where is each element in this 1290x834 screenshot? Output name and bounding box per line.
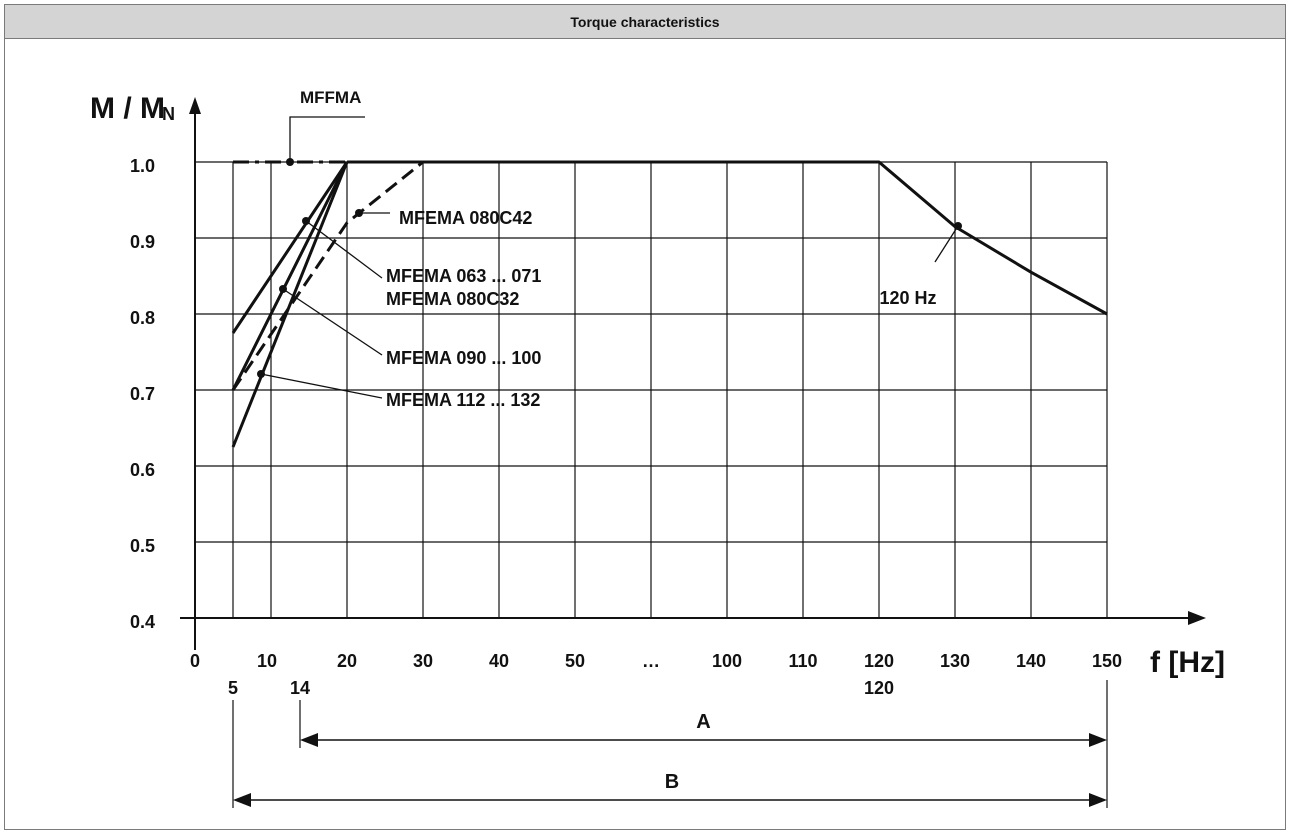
x-tick-label: 110 [788, 651, 817, 671]
x-tick-label: 50 [565, 651, 585, 671]
range-label-A: A [696, 711, 710, 733]
x-tick-label: 10 [257, 651, 277, 671]
leader-line [934, 225, 959, 263]
x-marker-label: 120 [864, 678, 894, 698]
y-axis-arrow [189, 97, 201, 114]
annotation-mfema-090-100: MFEMA 090 ... 100 [386, 348, 541, 368]
leader-line [305, 220, 383, 279]
y-axis-title-subscript: N [162, 104, 175, 124]
dimension-arrow-right [1089, 793, 1107, 807]
x-axis-arrow [1188, 611, 1206, 625]
x-tick-label: 130 [940, 651, 970, 671]
leader-line [282, 288, 383, 356]
x-tick-label: … [642, 651, 660, 671]
y-tick-label: 0.7 [130, 384, 155, 404]
series-line-1 [231, 160, 424, 391]
x-tick-label: 100 [712, 651, 742, 671]
x-tick-label: 0 [190, 651, 200, 671]
annotation-mffma: MFFMA [300, 88, 361, 107]
x-tick-label: 40 [489, 651, 509, 671]
x-tick-label: 120 [864, 651, 894, 671]
x-axis-title: f [Hz] [1150, 646, 1225, 679]
dimension-arrow-left [300, 733, 318, 747]
panel-title: Torque characteristics [5, 5, 1285, 39]
y-tick-label: 0.8 [130, 308, 155, 328]
annotation-mfema-080c32: MFEMA 080C32 [386, 289, 519, 309]
y-axis-title: M / M [90, 92, 165, 125]
y-tick-label: 0.4 [130, 612, 155, 632]
leader-line [260, 373, 383, 399]
annotation-mfema-080c42: MFEMA 080C42 [399, 208, 532, 228]
series-line-4 [231, 161, 349, 448]
series-line-2 [231, 161, 349, 334]
annotation-mfema-063-071: MFEMA 063 ... 071 [386, 266, 541, 286]
chart-panel: Torque characteristics [4, 4, 1286, 830]
x-tick-label: 140 [1016, 651, 1046, 671]
dimension-arrow-left [233, 793, 251, 807]
x-marker-label: 5 [228, 678, 238, 698]
x-tick-label: 150 [1092, 651, 1122, 671]
dimension-arrow-right [1089, 733, 1107, 747]
y-tick-label: 0.6 [130, 460, 155, 480]
x-tick-label: 20 [337, 651, 357, 671]
annotation-mfema-112-132: MFEMA 112 ... 132 [386, 390, 540, 410]
series-line-3 [231, 161, 349, 391]
annotation-120hz: 120 Hz [879, 288, 936, 308]
x-tick-label: 30 [413, 651, 433, 671]
y-tick-label: 1.0 [130, 156, 155, 176]
range-label-B: B [665, 771, 679, 793]
y-tick-label: 0.5 [130, 536, 155, 556]
leader-line [289, 116, 365, 162]
x-marker-label: 14 [290, 678, 310, 698]
y-tick-label: 0.9 [130, 232, 155, 252]
